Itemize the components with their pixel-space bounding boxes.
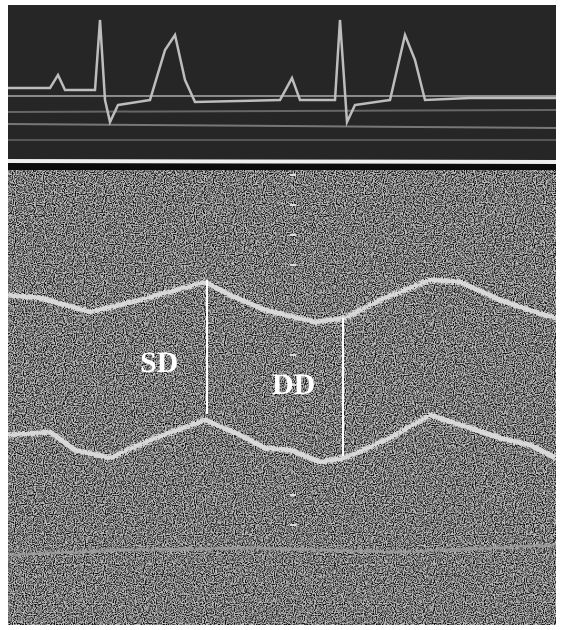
separator-line — [8, 161, 556, 162]
m-mode-echo-image: SD DD — [0, 0, 564, 630]
dd-label: DD — [272, 368, 315, 401]
sd-label: SD — [140, 346, 178, 379]
image-frame: SD DD — [8, 5, 556, 625]
page: SD DD (() => { const data = JSON.parse(d… — [0, 0, 564, 630]
